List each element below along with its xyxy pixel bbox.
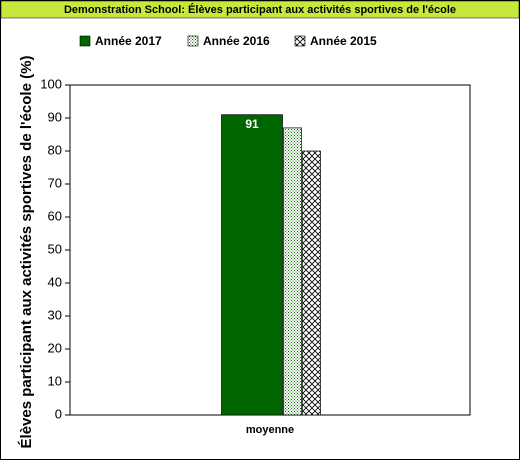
legend-swatch — [294, 35, 306, 47]
y-tick-label: 0 — [55, 406, 62, 421]
y-tick-label: 90 — [48, 109, 62, 124]
y-tick-label: 10 — [48, 373, 62, 388]
bar — [302, 150, 321, 416]
y-tick-label: 80 — [48, 142, 62, 157]
value-label: 91 — [245, 117, 259, 131]
y-tick-label: 50 — [48, 241, 62, 256]
legend-label: Année 2016 — [203, 34, 270, 48]
legend-label: Année 2015 — [310, 34, 377, 48]
legend-swatch — [187, 35, 199, 47]
y-tick-label: 30 — [48, 307, 62, 322]
legend-label: Année 2017 — [95, 34, 162, 48]
bar — [283, 127, 302, 416]
x-tick-label: moyenne — [246, 424, 294, 436]
bar — [221, 114, 283, 416]
y-tick-label: 70 — [48, 175, 62, 190]
legend-swatch — [79, 35, 91, 47]
y-tick-label: 100 — [40, 76, 62, 91]
y-tick-label: 60 — [48, 208, 62, 223]
y-axis-label: Élèves participant aux activités sportiv… — [18, 56, 35, 449]
y-tick-label: 40 — [48, 274, 62, 289]
chart-title: Demonstration School: Élèves participant… — [64, 3, 456, 16]
title-bar — [0, 0, 520, 19]
y-tick-label: 20 — [48, 340, 62, 355]
